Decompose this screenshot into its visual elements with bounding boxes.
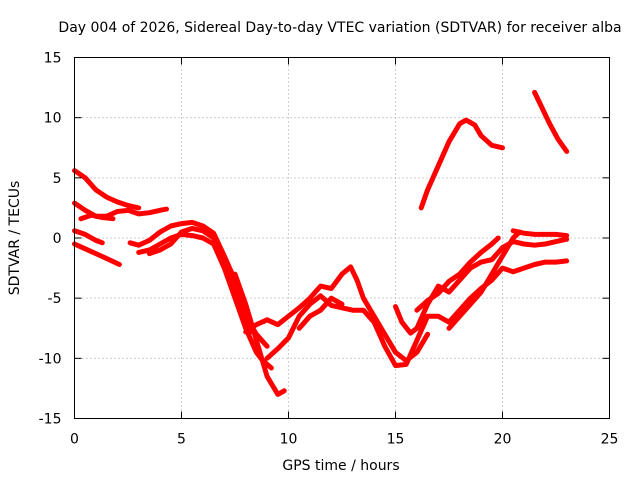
series-trace-16 [510, 228, 570, 239]
x-axis-label: GPS time / hours [282, 458, 399, 474]
x-tick-label-25: 25 [601, 432, 619, 448]
series-trace-1 [72, 168, 142, 211]
series-trace-11 [264, 258, 570, 369]
series-trace-15 [446, 229, 523, 331]
tick-labels: 0 5 10 15 20 25 -15 -10 -5 0 5 10 15 [39, 51, 619, 448]
x-tick-label-15: 15 [387, 432, 405, 448]
x-tick-label-20: 20 [494, 432, 512, 448]
y-tick-label-0: 0 [53, 231, 62, 247]
x-tick-label-0: 0 [70, 432, 79, 448]
series-trace-4 [72, 228, 105, 246]
series-trace-8 [146, 225, 255, 335]
series-trace-18 [532, 89, 570, 154]
series-trace-13 [393, 236, 570, 336]
series-trace-9 [232, 271, 287, 397]
chart-title: Day 004 of 2026, Sidereal Day-to-day VTE… [58, 20, 621, 36]
x-tick-label-5: 5 [177, 432, 186, 448]
series-trace-14 [414, 235, 501, 313]
x-tick-label-10: 10 [280, 432, 298, 448]
series-trace-3 [78, 212, 116, 222]
y-tick-label-15: 15 [44, 51, 62, 67]
series-trace-7 [136, 231, 274, 371]
series-trace-17 [418, 117, 505, 211]
series-trace-12 [296, 295, 345, 331]
grid [74, 57, 610, 419]
y-tick-label-5: 5 [53, 171, 62, 187]
series-trace-10 [243, 264, 431, 364]
y-tick-label--15: -15 [39, 412, 62, 428]
y-axis-label: SDTVAR / TECUs [7, 181, 23, 296]
y-tick-label--10: -10 [39, 351, 62, 367]
axis-ticks [74, 57, 610, 419]
series-trace-5 [72, 241, 122, 267]
y-tick-label--5: -5 [48, 291, 62, 307]
y-tick-label-10: 10 [44, 111, 62, 127]
series-layer [72, 89, 570, 397]
